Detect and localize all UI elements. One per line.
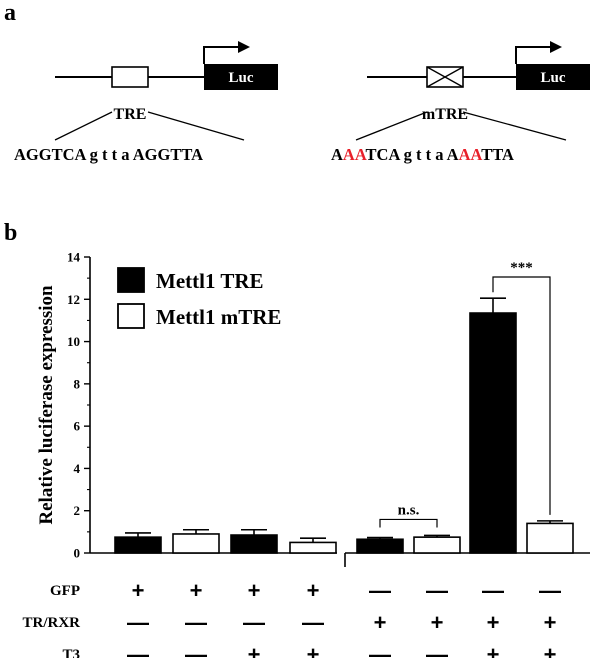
seq-part-mutated: AA [343,145,367,164]
tre-sequence: AGGTCA g t t a AGGTTA [14,145,203,164]
plus-sign: + [487,642,500,658]
zoom-line-right [147,111,245,141]
tre-construct: Luc TRE AGGTCA g t t a AGGTTA [14,41,278,164]
cross-icon [426,66,464,88]
minus-sign: — [302,610,324,635]
y-tick-label: 4 [74,461,81,476]
seq-part: AGGTTA [133,145,203,164]
bar [526,522,574,554]
minus-sign: — [185,642,207,658]
seq-part: A [331,145,343,164]
minus-sign: — [426,642,448,658]
minus-sign: — [185,610,207,635]
plus-sign: + [248,578,261,603]
condition-label: TR/RXR [22,615,80,631]
seq-part-mutated: AA [459,145,483,164]
seq-part: AGGTCA [14,145,87,164]
panel-a-letter: a [4,0,16,26]
plus-sign: + [544,610,557,635]
plus-sign: + [431,610,444,635]
y-tick-label: 10 [67,334,80,349]
y-tick-label: 12 [67,292,80,307]
promoter-arrow [203,46,240,64]
y-axis-title: Relative luciferase expression [36,285,57,525]
luc-label: Luc [540,70,565,86]
bar [413,536,461,554]
tre-box [111,66,149,88]
bar [172,533,220,554]
significance-bracket [379,518,438,528]
y-tick-label: 0 [74,546,81,561]
significance-label: n.s. [398,502,420,518]
plus-sign: + [307,578,320,603]
panel-b-letter: b [4,220,17,246]
condition-label: GFP [50,583,80,599]
plus-sign: + [374,610,387,635]
significance-label: *** [510,260,533,276]
minus-sign: — [127,610,149,635]
y-tick-label: 6 [74,419,81,434]
promoter-arrow [515,46,552,64]
mtre-construct: Luc mTRE AAATCA g t t a AAATTA [331,41,590,164]
luc-box [204,64,278,90]
minus-sign: — [243,610,265,635]
minus-sign: — [482,578,504,603]
plus-sign: + [248,642,261,658]
zoom-line-left [54,111,113,141]
seq-part: TTA [481,145,514,164]
zoom-line-left [355,111,428,141]
significance-bracket [492,276,551,515]
y-tick-label: 14 [67,250,81,265]
luc-box [516,64,590,90]
tre-label: TRE [114,106,147,123]
legend-swatch [117,267,145,293]
mtre-sequence: AAATCA g t t a AAATTA [331,145,514,164]
legend-label: Mettl1 TRE [156,269,264,293]
legend-label: Mettl1 mTRE [156,305,281,329]
zoom-line-right [462,111,567,141]
plus-sign: + [544,642,557,658]
arrow-head-icon [550,41,562,53]
bars [114,297,574,554]
condition-label: T3 [62,647,80,658]
legend-swatch [117,303,145,329]
seq-part: TCA g t t a A [366,145,459,164]
minus-sign: — [369,578,391,603]
plus-sign: + [190,578,203,603]
bar [230,534,278,554]
minus-sign: — [369,642,391,658]
seq-part: g t t a [86,145,133,164]
bar [114,536,162,554]
minus-sign: — [426,578,448,603]
significance-brackets: n.s. *** [379,260,551,528]
bar [356,538,404,554]
minus-sign: — [539,578,561,603]
minus-sign: — [127,642,149,658]
arrow-head-icon [238,41,250,53]
y-tick-label: 2 [74,503,81,518]
plus-sign: + [307,642,320,658]
mtre-label: mTRE [422,106,468,123]
condition-table: GFP + + + + — — — — TR/RXR — — — — + + + + T3 — — + + — — + + [22,578,561,658]
y-tick-label: 8 [74,376,81,391]
legend: Mettl1 TRE Mettl1 mTRE [117,267,281,329]
plus-sign: + [487,610,500,635]
bar [289,541,337,554]
luc-label: Luc [228,70,253,86]
plus-sign: + [132,578,145,603]
bar [469,312,517,554]
